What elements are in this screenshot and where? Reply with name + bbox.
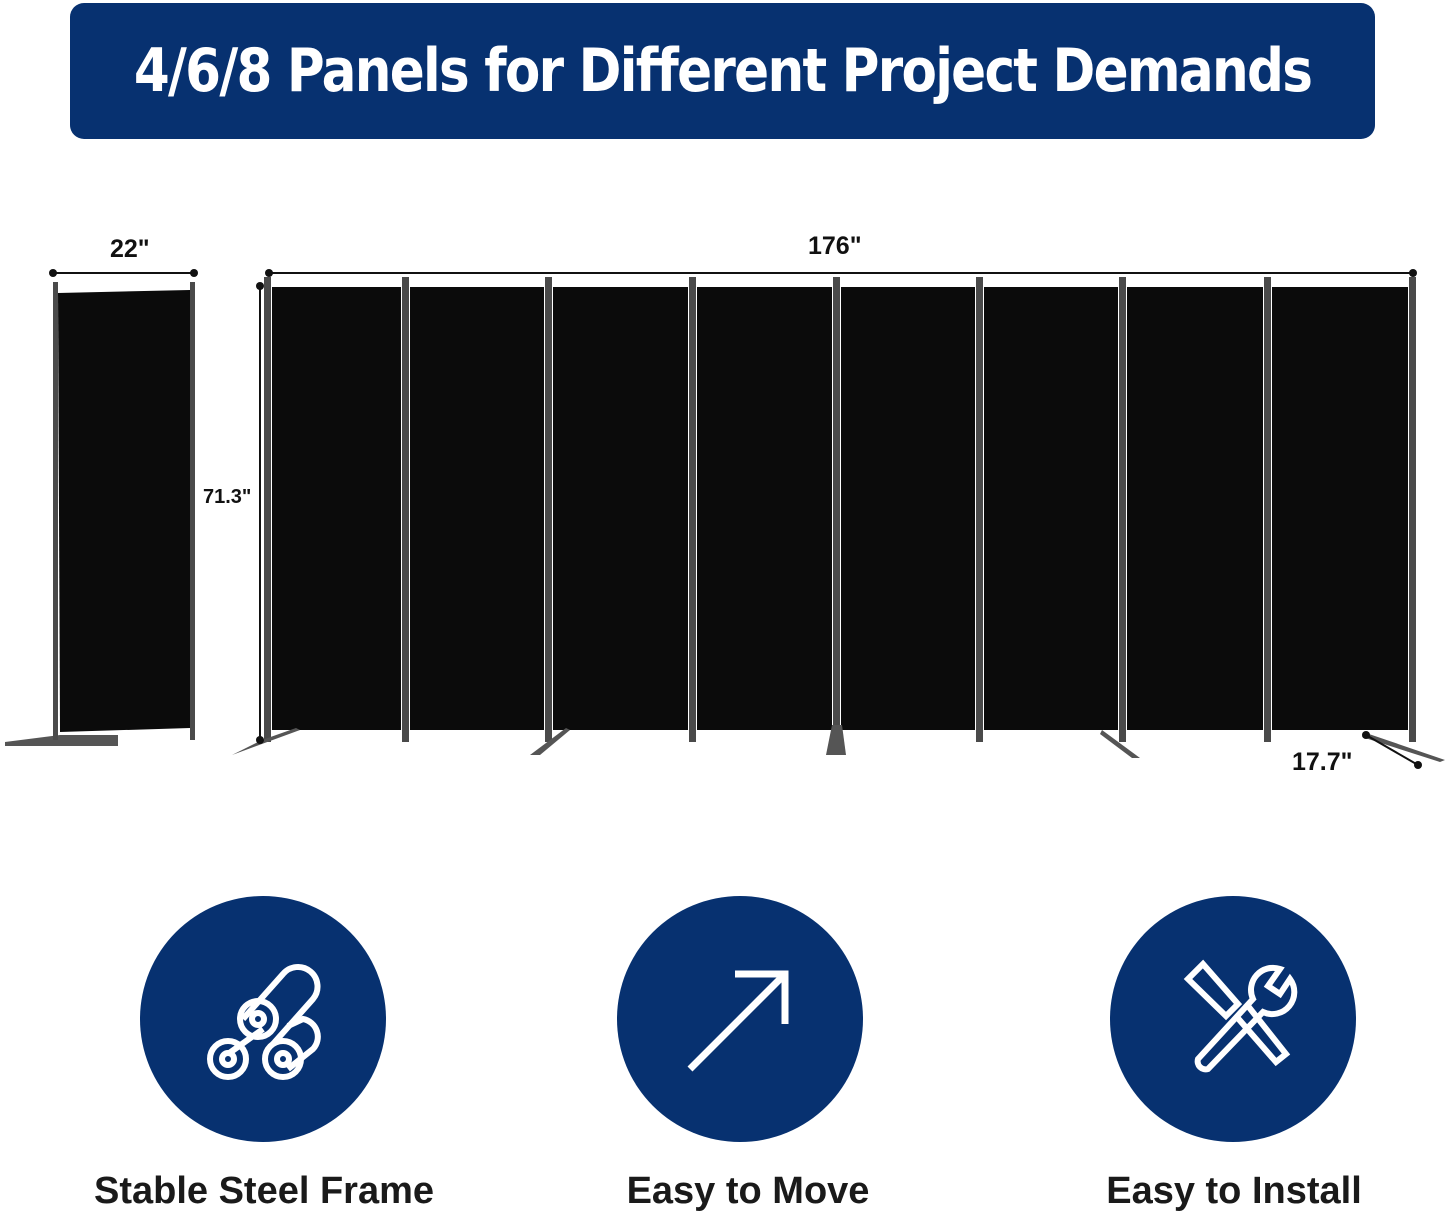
fabric-panel [841, 287, 975, 730]
wrench-screwdriver-icon [1183, 959, 1298, 1073]
dimension-lines [256, 269, 1422, 769]
single-panel [5, 269, 198, 746]
fabric-panel [272, 287, 401, 730]
feature-steel-frame [140, 896, 386, 1142]
width-single-label: 22" [110, 235, 150, 263]
arrow-up-right-icon [687, 970, 789, 1072]
title-banner: 4/6/8 Panels for Different Project Deman… [70, 3, 1375, 139]
frame-post [1409, 277, 1416, 742]
fabric-panel [1272, 287, 1408, 730]
fabric-panel [984, 287, 1118, 730]
frame-post [402, 277, 409, 742]
support-foot [232, 728, 300, 755]
fabric-panel [697, 287, 832, 730]
frame-post [976, 277, 983, 742]
frame-post [1119, 277, 1126, 742]
fabric-panel [1127, 287, 1263, 730]
feature-label-steel-frame: Stable Steel Frame [93, 1170, 435, 1212]
room-divider-illustration [5, 269, 1445, 769]
frame-post [264, 277, 271, 742]
frame-post [545, 277, 552, 742]
foot-depth-label: 17.7" [1292, 748, 1353, 776]
fabric-panel [553, 287, 688, 730]
height-label: 71.3" [203, 486, 252, 508]
fabric-panel [410, 287, 544, 730]
frame-post [1264, 277, 1271, 742]
steel-rolls-icon [207, 963, 321, 1080]
page-title: 4/6/8 Panels for Different Project Deman… [133, 36, 1313, 106]
feature-label-easy-move: Easy to Move [626, 1170, 870, 1212]
frame-post [833, 277, 840, 742]
support-foot [1362, 733, 1445, 762]
support-foot [1100, 730, 1140, 758]
total-width-label: 176" [808, 232, 862, 260]
feature-easy-move [617, 896, 863, 1142]
feature-label-easy-install: Easy to Install [1106, 1170, 1362, 1212]
eight-panel-divider [232, 277, 1445, 762]
frame-post [689, 277, 696, 742]
support-foot [826, 725, 846, 755]
feature-easy-install [1110, 896, 1356, 1142]
support-foot [530, 728, 570, 755]
